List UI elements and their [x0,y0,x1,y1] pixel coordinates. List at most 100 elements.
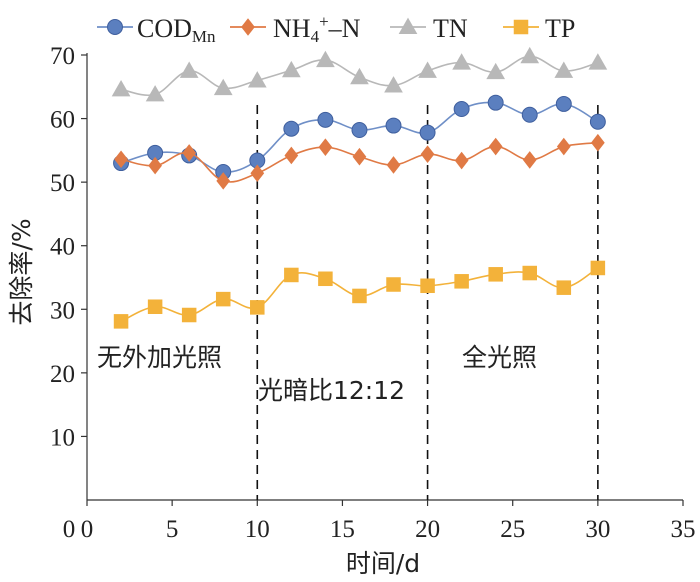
data-point [182,144,197,162]
series-layer [111,46,608,329]
legend-item-cod: CODMn [97,14,216,46]
data-point [352,147,367,166]
y-tick-label: 20 [50,361,75,388]
data-point [316,50,335,68]
legend-item-nh: NH4+–N [230,12,361,46]
data-point [318,271,333,287]
x-tick-label: 15 [330,516,355,543]
legend-item-tp: TP [503,14,575,43]
data-point [520,46,540,64]
legend-item-tn: TN [390,14,468,43]
axis-labels: 时间/d 去除率/% [7,218,420,578]
data-point [350,67,369,85]
data-point [111,79,131,97]
data-point [114,150,128,169]
x-tick-label: 5 [166,516,179,543]
data-point [420,278,435,294]
series-tn [111,46,608,102]
data-point [250,164,265,183]
data-point [281,60,301,78]
data-point [556,280,572,295]
data-point [386,156,401,174]
legend-label: TN [433,14,468,43]
annotations: 无外加光照 光暗比12:12 全光照 [97,343,537,405]
data-point [590,133,605,152]
data-point [247,71,267,88]
legend: CODMn NH4+–N TN TP [97,12,575,46]
x-tick-label: 0 [81,516,94,543]
data-point [213,78,233,96]
data-point [486,62,506,80]
legend-marker [107,19,123,35]
data-point [179,61,199,78]
data-point [113,314,129,329]
data-point [454,151,469,170]
data-point [488,137,503,156]
phase-dividers [256,105,599,500]
x-tick-label: 25 [500,516,525,543]
data-point [454,274,469,289]
data-point [147,299,163,315]
data-point [283,120,300,137]
data-point [384,76,403,93]
y-axis-label: 去除率/% [7,218,36,325]
y-tick-label: 30 [50,297,75,324]
data-point [386,277,401,292]
legend-marker [241,18,255,36]
data-point [215,291,231,307]
data-point [590,260,606,276]
data-point [554,61,574,78]
data-point [145,85,165,102]
y-tick-label: 10 [50,424,75,451]
annotation-full-light: 全光照 [462,343,537,372]
data-point [556,137,571,156]
x-tick-label: 10 [245,516,270,543]
legend-label: NH4+–N [273,12,361,46]
data-point [250,300,265,315]
data-point [419,124,436,141]
annotation-light-dark-ratio: 光暗比12:12 [258,376,405,405]
data-point [284,267,299,283]
y-tick-label: 0 [63,516,76,543]
data-point [418,61,437,78]
data-point [420,145,435,163]
data-point [351,122,368,138]
y-tick-label: 50 [50,170,75,197]
annotation-no-light: 无外加光照 [97,343,222,372]
data-point [284,146,299,165]
data-point [588,53,608,70]
legend-label: TP [545,14,575,43]
series-tp [113,260,606,329]
series-cod [113,94,606,180]
data-point [522,151,537,169]
x-axis-label: 时间/d [346,549,420,578]
data-point [181,307,197,323]
data-point [555,95,572,112]
y-tick-label: 60 [50,107,75,134]
data-point [522,265,538,281]
data-point [521,106,538,123]
data-point [487,94,504,111]
data-point [488,267,503,282]
y-tick-label: 70 [50,43,75,70]
data-point [216,172,231,190]
data-point [352,288,367,304]
data-point [453,101,470,118]
data-point [318,138,333,156]
x-tick-label: 35 [671,516,696,543]
data-point [589,113,606,130]
data-point [452,53,471,70]
axes: 0 5 10 15 20 25 30 35 0 10 20 30 40 50 60 70 [50,43,696,543]
data-point [317,111,334,128]
legend-marker [398,17,418,35]
x-tick-label: 30 [585,516,610,543]
y-tick-label: 40 [50,234,75,261]
legend-marker [513,19,529,35]
series-nh [114,133,605,190]
data-point [148,156,162,175]
legend-label: CODMn [137,14,216,46]
data-point [385,117,402,134]
x-tick-label: 20 [415,516,440,543]
